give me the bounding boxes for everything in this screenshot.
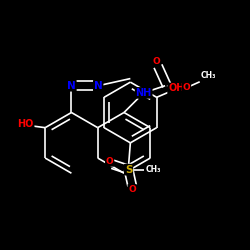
Text: O: O <box>183 83 190 92</box>
Text: OH: OH <box>168 84 184 94</box>
Text: HO: HO <box>17 119 34 129</box>
Text: N: N <box>94 81 102 91</box>
Text: O: O <box>128 185 136 194</box>
Text: CH₃: CH₃ <box>146 165 161 174</box>
Text: NH: NH <box>136 88 152 98</box>
Text: S: S <box>125 165 132 175</box>
Text: CH₃: CH₃ <box>201 71 216 80</box>
Text: O: O <box>152 57 160 66</box>
Text: N: N <box>67 81 76 91</box>
Text: O: O <box>106 157 114 166</box>
